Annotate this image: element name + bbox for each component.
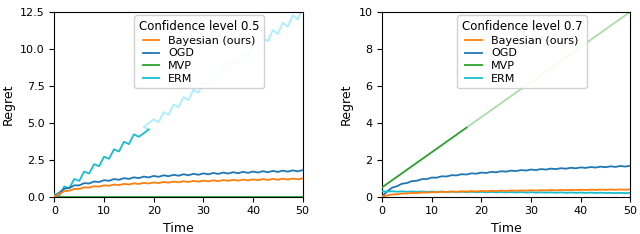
X-axis label: Time: Time bbox=[491, 222, 522, 234]
X-axis label: Time: Time bbox=[163, 222, 194, 234]
Y-axis label: Regret: Regret bbox=[1, 83, 14, 125]
Legend: Bayesian (ours), OGD, MVP, ERM: Bayesian (ours), OGD, MVP, ERM bbox=[134, 15, 264, 88]
Legend: Bayesian (ours), OGD, MVP, ERM: Bayesian (ours), OGD, MVP, ERM bbox=[457, 15, 587, 88]
Y-axis label: Regret: Regret bbox=[340, 83, 353, 125]
